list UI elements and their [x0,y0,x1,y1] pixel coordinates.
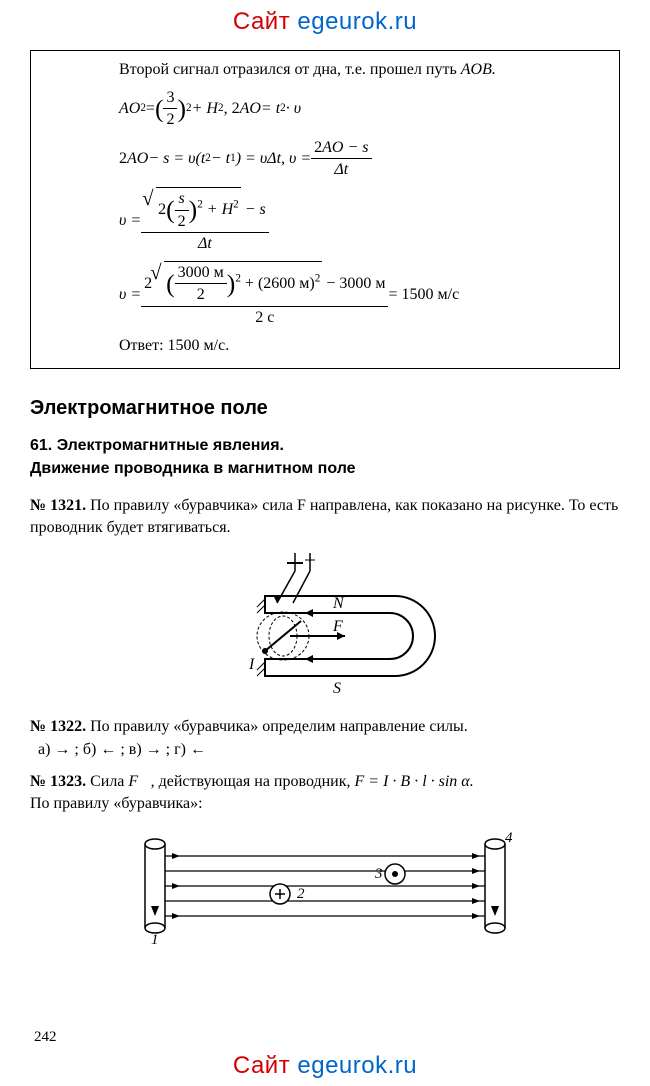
magnet-diagram-svg: N S F I [195,551,455,701]
figure-field-lines: 1 2 3 4 [30,826,620,951]
svg-text:N: N [332,595,345,612]
svg-text:2: 2 [297,886,305,902]
problem-1323: № 1323. Сила F⃗, действующая на проводни… [30,771,620,816]
svg-text:3: 3 [374,866,383,882]
field-lines-svg: 1 2 3 4 [105,826,545,946]
svg-text:4: 4 [505,830,513,846]
svg-text:I: I [248,656,255,673]
page-content: Второй сигнал отразился от дна, т.е. про… [30,50,620,959]
equation-4: υ = 2 (3000 м2)2 + (2600 м)2 − 3000 м 2 … [119,261,609,329]
solution-box: Второй сигнал отразился от дна, т.е. про… [30,50,620,369]
figure-magnet: N S F I [30,551,620,706]
problem-1322: № 1322. По правилу «буравчика» определим… [30,716,620,761]
section-title: Электромагнитное поле [30,397,620,420]
watermark-text-1: Сайт [233,8,298,35]
problem-1321: № 1321. По правилу «буравчика» сила F на… [30,495,620,540]
svg-text:S: S [333,680,341,697]
solution-intro: Второй сигнал отразился от дна, т.е. про… [119,59,609,81]
equation-1: AO2 = ( 3 2 )2 + H2 , 2AO = t2 · υ [119,87,609,131]
svg-text:F: F [332,618,343,635]
equation-3: υ = 2(s2)2 + H2 − s Δt [119,187,609,255]
watermark-top: Сайт egeurok.ru [0,8,650,36]
page-number: 242 [34,1029,57,1046]
subsection-heading: 61. Электромагнитные явления. Движение п… [30,434,620,480]
watermark-bottom: Сайт egeurok.ru [0,1052,650,1080]
svg-text:1: 1 [151,932,159,946]
solution-answer: Ответ: 1500 м/с. [119,335,609,357]
watermark-text-2: egeurok.ru [297,8,417,35]
equation-2: 2AO − s = υ(t2 − t1 ) = υΔt, υ = 2AO − s… [119,137,609,181]
